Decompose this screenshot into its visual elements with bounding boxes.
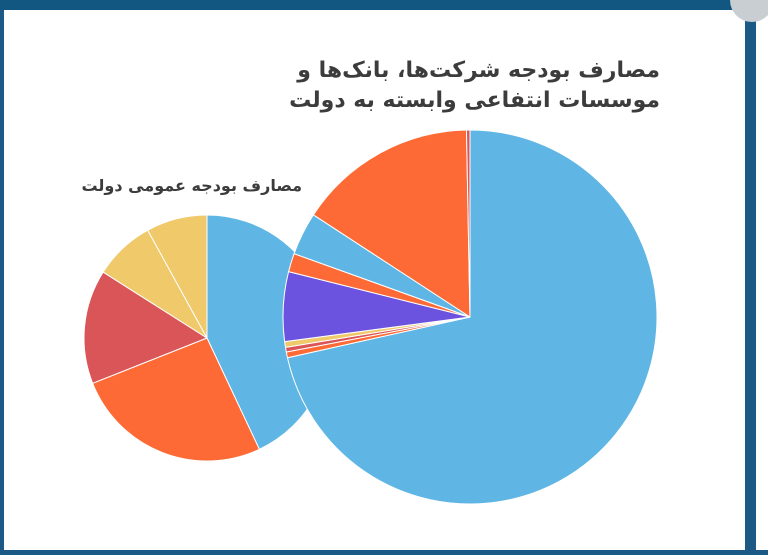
pie-small-slice-2[interactable] (92, 337, 260, 462)
pie-large-companies-budget (282, 129, 658, 505)
corner-button[interactable] (730, 0, 768, 22)
chart-title-general-budget: مصارف بودجه عمومی دولت (81, 176, 302, 195)
pie-large-slice-8[interactable] (312, 129, 471, 318)
pie-small-slice-5[interactable] (147, 214, 208, 339)
pie-charts (83, 129, 658, 505)
pie-small-slice-3[interactable] (83, 271, 208, 384)
pie-small-general-budget (83, 214, 331, 462)
window-top-bar (0, 0, 768, 10)
window-right-border (745, 0, 756, 555)
pie-large-slice-9[interactable] (465, 129, 471, 318)
chart-title-companies: مصارف بودجه شرکت‌ها، بانک‌ها و موسسات ان… (289, 58, 660, 113)
pie-large-slice-1[interactable] (287, 129, 658, 505)
window-bottom-border (0, 550, 768, 555)
